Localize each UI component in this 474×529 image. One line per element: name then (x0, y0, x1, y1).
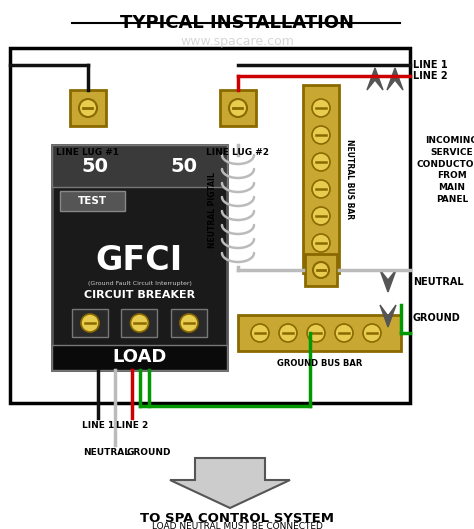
FancyBboxPatch shape (305, 254, 337, 286)
Text: TEST: TEST (77, 196, 107, 206)
Circle shape (180, 314, 198, 332)
Text: LINE LUG #2: LINE LUG #2 (207, 148, 270, 157)
Text: LINE LUG #1: LINE LUG #1 (56, 148, 119, 157)
Polygon shape (170, 458, 290, 508)
Circle shape (313, 262, 329, 278)
FancyBboxPatch shape (52, 345, 227, 370)
Text: LINE 2: LINE 2 (413, 71, 447, 81)
Text: INCOMING
SERVICE
CONDUCTORS
FROM
MAIN
PANEL: INCOMING SERVICE CONDUCTORS FROM MAIN PA… (417, 136, 474, 204)
FancyBboxPatch shape (70, 90, 106, 126)
FancyBboxPatch shape (52, 145, 227, 187)
FancyBboxPatch shape (52, 145, 227, 370)
FancyBboxPatch shape (303, 85, 339, 273)
Circle shape (312, 99, 330, 117)
FancyBboxPatch shape (220, 90, 256, 126)
Text: CIRCUIT BREAKER: CIRCUIT BREAKER (84, 290, 195, 300)
Polygon shape (380, 270, 396, 292)
Text: NEUTRAL: NEUTRAL (83, 448, 130, 457)
Circle shape (130, 314, 148, 332)
FancyBboxPatch shape (238, 315, 401, 351)
Circle shape (81, 314, 99, 332)
Text: www.spacare.com: www.spacare.com (180, 35, 294, 48)
Text: TO SPA CONTROL SYSTEM: TO SPA CONTROL SYSTEM (140, 512, 334, 525)
Text: 50: 50 (171, 157, 198, 176)
Circle shape (335, 324, 353, 342)
Circle shape (251, 324, 269, 342)
Text: NEUTRAL PIGTAIL: NEUTRAL PIGTAIL (209, 172, 218, 248)
FancyBboxPatch shape (121, 309, 157, 337)
Polygon shape (387, 68, 403, 90)
Polygon shape (380, 305, 396, 327)
FancyBboxPatch shape (10, 48, 410, 403)
Circle shape (229, 99, 247, 117)
Text: LINE 2: LINE 2 (116, 421, 148, 430)
Circle shape (79, 99, 97, 117)
Circle shape (312, 207, 330, 225)
FancyBboxPatch shape (171, 309, 207, 337)
Circle shape (312, 126, 330, 144)
Text: GROUND BUS BAR: GROUND BUS BAR (277, 359, 362, 368)
Text: LOAD NEUTRAL MUST BE CONNECTED: LOAD NEUTRAL MUST BE CONNECTED (152, 522, 322, 529)
Circle shape (279, 324, 297, 342)
Polygon shape (367, 68, 383, 90)
Text: GROUND: GROUND (413, 313, 461, 323)
Text: 50: 50 (82, 157, 109, 176)
Text: LINE 1: LINE 1 (413, 60, 447, 70)
Text: (Ground Fault Circuit Interrupter): (Ground Fault Circuit Interrupter) (88, 280, 191, 286)
Text: TYPICAL INSTALLATION: TYPICAL INSTALLATION (120, 14, 354, 32)
Circle shape (307, 324, 325, 342)
Circle shape (312, 234, 330, 252)
Circle shape (312, 153, 330, 171)
FancyBboxPatch shape (72, 309, 108, 337)
Text: GROUND: GROUND (127, 448, 171, 457)
Text: GFCI: GFCI (96, 243, 183, 277)
Text: LINE 1: LINE 1 (82, 421, 114, 430)
Circle shape (363, 324, 381, 342)
FancyBboxPatch shape (60, 191, 125, 211)
Circle shape (312, 180, 330, 198)
Text: NEUTRAL: NEUTRAL (413, 277, 464, 287)
Text: LOAD: LOAD (112, 348, 167, 366)
Text: NEUTRAL BUS BAR: NEUTRAL BUS BAR (345, 139, 354, 219)
